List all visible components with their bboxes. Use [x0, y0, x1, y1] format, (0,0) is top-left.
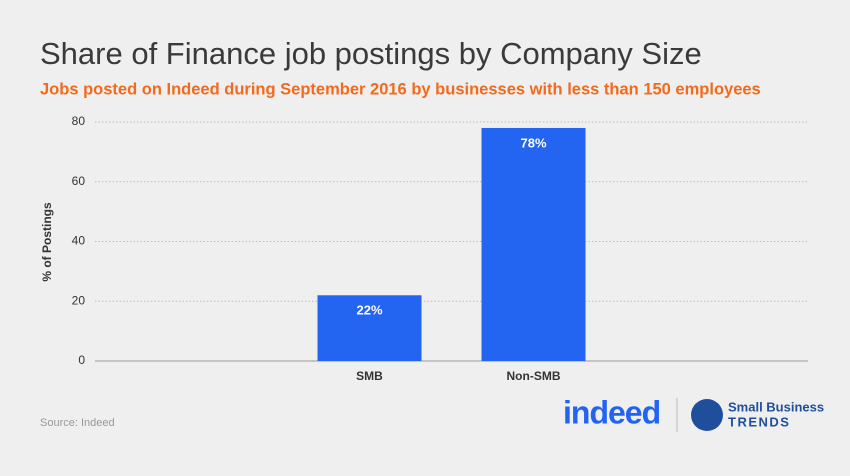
bar: [317, 295, 422, 361]
chart-title: Share of Finance job postings by Company…: [40, 36, 702, 71]
data-label: 22%: [356, 303, 382, 318]
logo-sbt-bottom: TRENDS: [728, 414, 790, 429]
logo-globe: [691, 399, 723, 431]
chart-subtitle: Jobs posted on Indeed during September 2…: [40, 80, 761, 98]
y-tick-label: 80: [72, 114, 86, 128]
bar: [481, 127, 586, 361]
y-tick-label: 40: [72, 234, 86, 248]
logo-indeed: indeed: [563, 394, 660, 430]
x-tick-label: SMB: [356, 369, 383, 383]
data-label: 78%: [520, 135, 546, 150]
source: Source: Indeed: [40, 417, 115, 429]
x-tick-label: Non-SMB: [507, 369, 561, 383]
y-tick-label: 60: [72, 174, 86, 188]
y-axis-label: % of Postings: [40, 202, 54, 282]
logo-sbt-top: Small Business: [728, 399, 824, 414]
y-tick-label: 0: [78, 353, 85, 367]
y-tick-label: 20: [72, 293, 86, 307]
